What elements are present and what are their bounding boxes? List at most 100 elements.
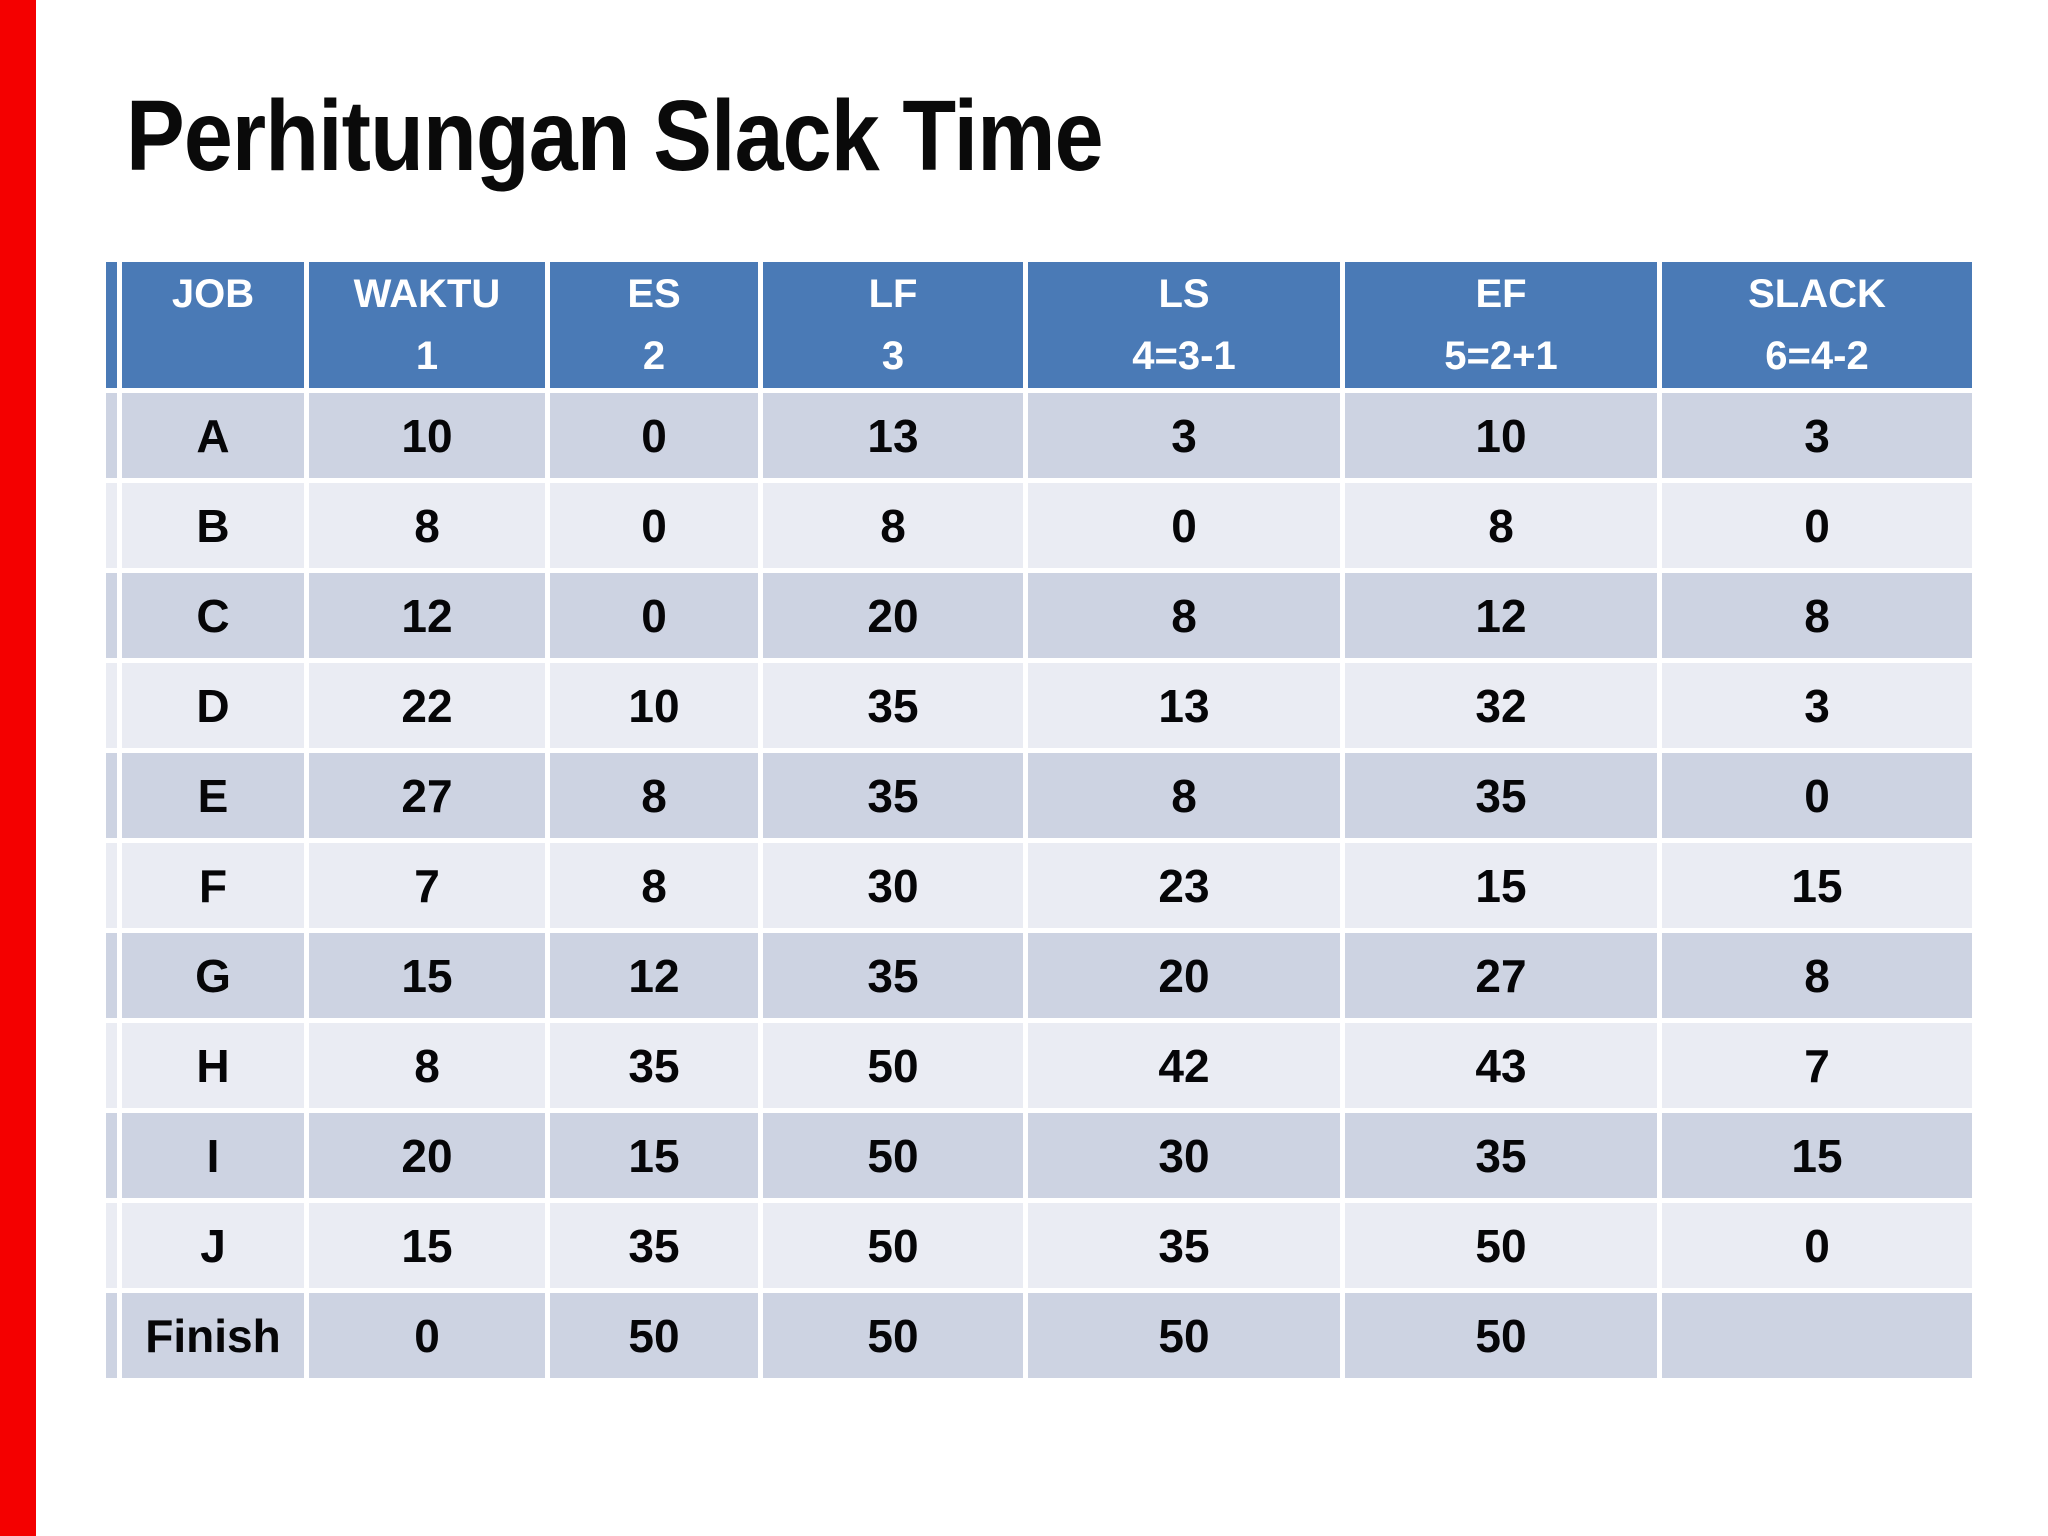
header-es: ES 2 <box>550 262 758 388</box>
value-cell: 3 <box>1028 393 1340 478</box>
header-es-label: ES <box>627 272 681 316</box>
value-cell: 35 <box>1345 753 1657 838</box>
header-job-sub <box>122 325 304 387</box>
value-cell: 22 <box>309 663 545 748</box>
value-cell: 12 <box>309 573 545 658</box>
row-edge-cell <box>106 573 117 658</box>
value-cell: 0 <box>550 483 758 568</box>
header-ef-label: EF <box>1475 272 1527 316</box>
table-row-c: C 12 0 20 8 12 8 <box>106 573 1972 658</box>
value-cell: 8 <box>1345 483 1657 568</box>
table-row-j: J 15 35 50 35 50 0 <box>106 1203 1972 1288</box>
value-cell: 8 <box>550 843 758 928</box>
slack-time-table: JOB WAKTU 1 ES 2 LF 3 <box>101 257 1977 1383</box>
value-cell: 0 <box>1662 753 1972 838</box>
header-ls-label: LS <box>1158 272 1210 316</box>
value-cell: 15 <box>1345 843 1657 928</box>
header-ef-sub: 5=2+1 <box>1444 334 1558 378</box>
row-edge-cell <box>106 393 117 478</box>
value-cell: 27 <box>309 753 545 838</box>
value-cell: 10 <box>309 393 545 478</box>
value-cell: 8 <box>1028 753 1340 838</box>
value-cell: 3 <box>1662 663 1972 748</box>
header-ls-sub: 4=3-1 <box>1132 334 1236 378</box>
job-cell: D <box>122 663 304 748</box>
table-row-finish: Finish 0 50 50 50 50 <box>106 1293 1972 1378</box>
header-job-label: JOB <box>171 272 255 316</box>
job-cell: B <box>122 483 304 568</box>
job-cell: Finish <box>122 1293 304 1378</box>
value-cell: 30 <box>1028 1113 1340 1198</box>
job-cell: A <box>122 393 304 478</box>
job-cell: H <box>122 1023 304 1108</box>
value-cell: 15 <box>550 1113 758 1198</box>
value-cell: 42 <box>1028 1023 1340 1108</box>
header-waktu-sub: 1 <box>415 334 439 378</box>
header-lf-sub: 3 <box>881 334 905 378</box>
value-cell: 50 <box>1345 1293 1657 1378</box>
value-cell: 13 <box>763 393 1023 478</box>
job-cell: J <box>122 1203 304 1288</box>
row-edge-cell <box>106 1023 117 1108</box>
value-cell: 0 <box>309 1293 545 1378</box>
value-cell: 7 <box>1662 1023 1972 1108</box>
value-cell: 0 <box>1662 1203 1972 1288</box>
row-edge-cell <box>106 663 117 748</box>
value-cell: 7 <box>309 843 545 928</box>
table-row-i: I 20 15 50 30 35 15 <box>106 1113 1972 1198</box>
value-cell: 35 <box>763 933 1023 1018</box>
value-cell: 50 <box>763 1293 1023 1378</box>
header-lf-label: LF <box>868 272 918 316</box>
header-es-sub: 2 <box>642 334 666 378</box>
value-cell: 35 <box>763 663 1023 748</box>
header-ef: EF 5=2+1 <box>1345 262 1657 388</box>
value-cell: 8 <box>309 483 545 568</box>
header-slack-sub: 6=4-2 <box>1765 334 1869 378</box>
value-cell: 8 <box>550 753 758 838</box>
header-ls: LS 4=3-1 <box>1028 262 1340 388</box>
value-cell: 10 <box>550 663 758 748</box>
value-cell: 8 <box>1662 573 1972 658</box>
value-cell: 50 <box>763 1113 1023 1198</box>
value-cell: 35 <box>1028 1203 1340 1288</box>
value-cell: 12 <box>550 933 758 1018</box>
table-row-d: D 22 10 35 13 32 3 <box>106 663 1972 748</box>
value-cell: 27 <box>1345 933 1657 1018</box>
value-cell: 8 <box>1028 573 1340 658</box>
value-cell: 0 <box>1028 483 1340 568</box>
left-edge-bar <box>0 0 36 1536</box>
job-cell: E <box>122 753 304 838</box>
value-cell: 0 <box>1662 483 1972 568</box>
value-cell: 10 <box>1345 393 1657 478</box>
table-row-a: A 10 0 13 3 10 3 <box>106 393 1972 478</box>
table-row-e: E 27 8 35 8 35 0 <box>106 753 1972 838</box>
row-edge-cell <box>106 1113 117 1198</box>
header-slack-label: SLACK <box>1748 272 1886 316</box>
value-cell: 15 <box>1662 1113 1972 1198</box>
job-cell: F <box>122 843 304 928</box>
value-cell: 30 <box>763 843 1023 928</box>
page-title: Perhitungan Slack Time <box>126 80 1104 192</box>
value-cell: 0 <box>550 393 758 478</box>
value-cell: 23 <box>1028 843 1340 928</box>
job-cell: I <box>122 1113 304 1198</box>
row-edge-cell <box>106 1293 117 1378</box>
value-cell: 20 <box>309 1113 545 1198</box>
header-lf: LF 3 <box>763 262 1023 388</box>
header-slack: SLACK 6=4-2 <box>1662 262 1972 388</box>
value-cell: 20 <box>763 573 1023 658</box>
header-waktu-label: WAKTU <box>353 272 501 316</box>
row-edge-cell <box>106 933 117 1018</box>
value-cell: 8 <box>763 483 1023 568</box>
header-edge-cell <box>106 262 117 388</box>
job-cell: C <box>122 573 304 658</box>
value-cell: 15 <box>309 1203 545 1288</box>
value-cell: 35 <box>763 753 1023 838</box>
value-cell: 50 <box>763 1023 1023 1108</box>
table-row-g: G 15 12 35 20 27 8 <box>106 933 1972 1018</box>
value-cell: 50 <box>550 1293 758 1378</box>
slack-time-table-wrap: JOB WAKTU 1 ES 2 LF 3 <box>101 257 1977 1383</box>
row-edge-cell <box>106 483 117 568</box>
value-cell: 13 <box>1028 663 1340 748</box>
